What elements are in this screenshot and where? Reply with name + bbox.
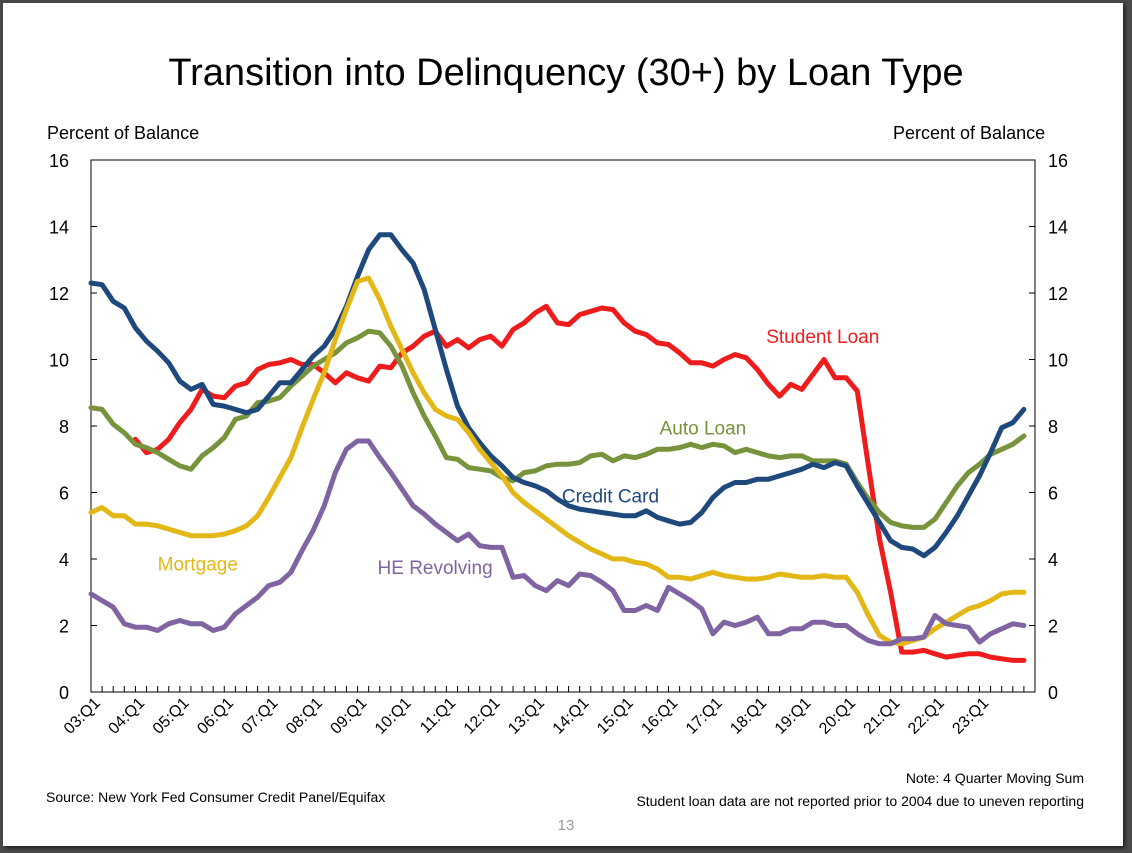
y-tick-label-right: 6: [1048, 484, 1058, 504]
right-y-axis: 0 2 4 6 8 10 12 14 16: [1029, 151, 1068, 703]
y-tick-label-left: 4: [59, 550, 69, 570]
right-axis-title: Percent of Balance: [893, 123, 1046, 143]
series-label-he-revolving: HE Revolving: [378, 558, 493, 579]
left-y-axis: 0 2 4 6 8 10 12 14 16: [49, 151, 97, 703]
series-labels: Student Loan Auto Loan Credit Card Mortgage…: [158, 327, 880, 579]
x-tick-label: 06:Q1: [194, 695, 237, 738]
left-axis-title: Percent of Balance: [47, 123, 200, 143]
x-tick-label: 14:Q1: [550, 695, 593, 738]
x-tick-label: 13:Q1: [505, 695, 548, 738]
y-tick-label-left: 16: [49, 151, 69, 171]
y-tick-label-left: 2: [59, 617, 69, 637]
note-moving-sum: Note: 4 Quarter Moving Sum: [905, 770, 1084, 786]
series-line-auto-loan: [88, 328, 1027, 530]
x-tick-label: 21:Q1: [861, 695, 904, 738]
x-tick-label: 08:Q1: [283, 695, 326, 738]
x-tick-label: 07:Q1: [239, 695, 282, 738]
y-tick-label-right: 0: [1048, 683, 1058, 703]
slide: [3, 3, 1123, 846]
x-tick-label: 20:Q1: [816, 695, 859, 738]
series-label-auto-loan: Auto Loan: [660, 418, 747, 439]
series-line-student-loan: [132, 303, 1027, 663]
y-tick-label-right: 12: [1048, 284, 1068, 304]
y-tick-label-left: 6: [59, 484, 69, 504]
y-tick-label-left: 12: [49, 284, 69, 304]
x-tick-label: 04:Q1: [105, 695, 148, 738]
x-tick-label: 23:Q1: [949, 695, 992, 738]
x-axis: 03:Q1 04:Q1 05:Q1 06:Q1 07:Q1 08:Q1 09:Q1 10:Q1…: [61, 686, 1025, 738]
chart-title: Transition into Delinquency (30+) by Loa…: [168, 52, 964, 94]
series-line-credit-card: [88, 232, 1027, 559]
series-line-mortgage: [88, 275, 1027, 647]
x-tick-label: 17:Q1: [683, 695, 726, 738]
y-tick-label-left: 8: [59, 417, 69, 437]
x-tick-label: 22:Q1: [905, 695, 948, 738]
x-tick-label: 18:Q1: [727, 695, 770, 738]
note-student-loan: Student loan data are not reported prior…: [636, 793, 1084, 809]
y-tick-label-right: 16: [1048, 151, 1068, 171]
y-tick-label-left: 10: [49, 351, 69, 371]
y-tick-label-right: 14: [1048, 218, 1068, 238]
series-label-student-loan: Student Loan: [766, 327, 879, 348]
y-tick-label-right: 2: [1048, 617, 1058, 637]
series-lines: [88, 232, 1027, 663]
y-tick-label-left: 14: [49, 218, 69, 238]
source-note: Source: New York Fed Consumer Credit Pan…: [46, 789, 386, 805]
x-tick-label: 15:Q1: [594, 695, 637, 738]
x-tick-label: 10:Q1: [372, 695, 415, 738]
y-tick-label-left: 0: [59, 683, 69, 703]
x-tick-label: 11:Q1: [417, 695, 459, 737]
x-tick-label: 05:Q1: [150, 695, 193, 738]
x-tick-label: 12:Q1: [461, 695, 504, 738]
y-tick-label-right: 4: [1048, 550, 1058, 570]
page-number: 13: [557, 817, 575, 834]
x-tick-label: 19:Q1: [772, 695, 815, 738]
y-tick-label-right: 10: [1048, 351, 1068, 371]
y-tick-label-right: 8: [1048, 417, 1058, 437]
x-tick-label: 16:Q1: [638, 695, 681, 738]
x-tick-label: 09:Q1: [328, 695, 371, 738]
series-line-he-revolving: [88, 438, 1027, 647]
series-label-mortgage: Mortgage: [158, 555, 238, 576]
series-label-credit-card: Credit Card: [562, 486, 659, 507]
